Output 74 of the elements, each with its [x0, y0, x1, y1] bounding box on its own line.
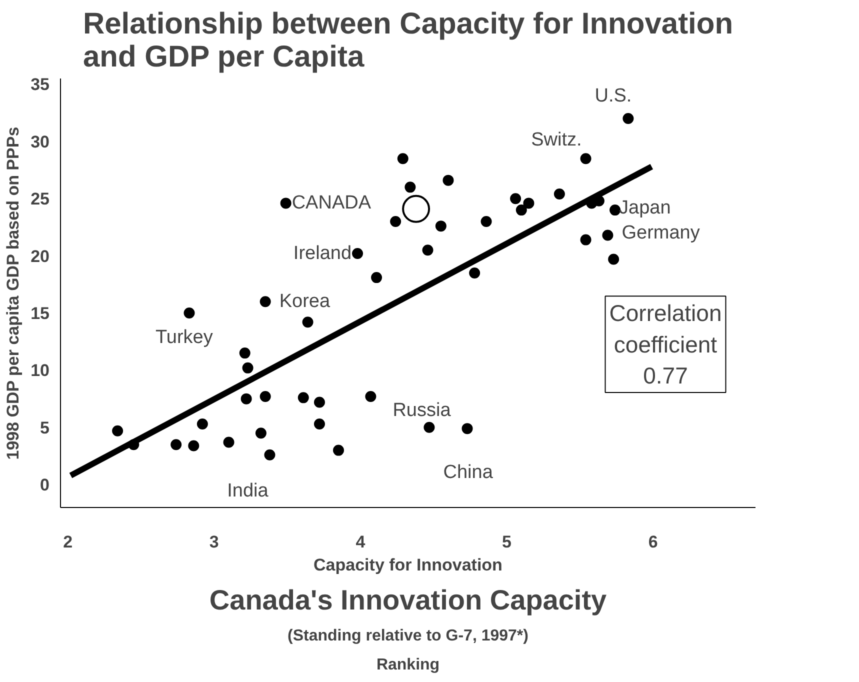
point — [390, 216, 402, 227]
point — [422, 244, 434, 256]
point — [365, 391, 376, 402]
x-tick-label: 4 — [356, 532, 366, 552]
x-tick-label: 6 — [648, 532, 658, 552]
point — [397, 153, 408, 164]
y-tick-label: 25 — [30, 190, 50, 209]
point — [622, 113, 634, 124]
annotation: Russia — [392, 400, 452, 422]
point — [554, 188, 565, 200]
annotation: Japan — [619, 198, 671, 219]
point — [255, 428, 266, 439]
annotation: Switz. — [531, 130, 582, 151]
y-tick-label: 5 — [40, 418, 50, 438]
point — [580, 153, 592, 164]
point — [128, 439, 140, 450]
point — [442, 174, 454, 186]
point — [314, 418, 325, 430]
annotation: Korea — [279, 291, 330, 312]
point — [280, 198, 292, 209]
x-tick-label: 5 — [502, 532, 512, 552]
point — [242, 362, 254, 374]
point — [196, 418, 208, 430]
chart-title: Relationship between Capacity for Innovation and GDP per Capita — [82, 8, 734, 74]
text: (Standing relative to G-7, 1997*) — [288, 628, 528, 644]
y-tick-label: 0 — [40, 476, 50, 495]
text: Canada's Innovation Capacity — [209, 584, 608, 616]
point — [580, 234, 592, 246]
point — [223, 436, 234, 448]
point — [239, 348, 250, 359]
annotation: Germany — [622, 222, 700, 244]
y-tick-label: 30 — [30, 132, 50, 152]
point — [302, 316, 314, 328]
point — [510, 193, 522, 204]
y-tick-label: 20 — [30, 246, 50, 266]
annotation: U.S. — [594, 86, 632, 107]
y-tick-label: 35 — [30, 75, 50, 94]
point — [260, 296, 271, 308]
point — [188, 440, 200, 452]
point — [480, 216, 492, 227]
point — [333, 444, 344, 456]
x-tick-label: 2 — [63, 532, 73, 552]
annotation: Ireland — [293, 243, 352, 264]
x-axis-title: Capacity for Innovation — [314, 556, 502, 574]
y-tick-label: 10 — [30, 361, 50, 380]
point — [371, 272, 382, 284]
y-tick-label: 15 — [30, 304, 50, 324]
point — [435, 220, 446, 232]
point — [602, 230, 614, 241]
annotation: Turkey — [156, 327, 214, 348]
point — [462, 423, 473, 434]
point — [424, 422, 435, 433]
point — [516, 204, 527, 216]
point — [404, 182, 416, 193]
point — [260, 391, 271, 402]
point — [608, 254, 620, 265]
x-tick-label: 3 — [209, 532, 219, 552]
point — [264, 449, 276, 460]
point — [469, 267, 480, 278]
y-axis-title: 1998 GDP per capita GDP based on PPPs — [4, 126, 23, 460]
text: Ranking — [376, 656, 440, 674]
annotation: China — [443, 462, 494, 484]
point — [314, 396, 325, 408]
annotation: CANADA — [292, 192, 372, 214]
annotation: India — [227, 480, 269, 502]
point — [170, 439, 182, 450]
point — [298, 392, 309, 404]
point — [352, 248, 364, 260]
annotation: Correlation coefficient 0.77 — [609, 300, 722, 388]
point — [523, 198, 534, 209]
point — [112, 425, 124, 436]
point — [240, 393, 252, 404]
point — [402, 194, 430, 223]
point — [184, 308, 195, 319]
